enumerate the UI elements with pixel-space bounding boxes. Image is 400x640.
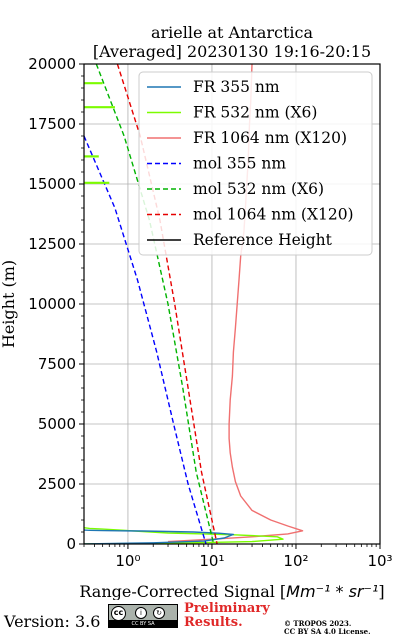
legend-label: Reference Height <box>193 231 333 249</box>
x-tick-label: 10² <box>283 552 308 570</box>
preliminary-line2: Results. <box>184 615 243 630</box>
y-tick-label: 0 <box>66 535 76 553</box>
y-tick-label: 15000 <box>28 175 76 193</box>
x-axis-label-prefix: Range-Corrected Signal [ <box>79 582 286 600</box>
series-line-1 <box>84 527 284 544</box>
cc-license-text: CC BY SA <box>109 620 177 627</box>
lidar-profile-chart: arielle at Antarctica [Averaged] 2023013… <box>0 23 393 600</box>
x-axis-label-suffix: ] <box>378 582 384 600</box>
legend-label: FR 1064 nm (X120) <box>193 129 347 147</box>
preliminary-line1: Preliminary <box>184 601 270 616</box>
legend-label: mol 1064 nm (X120) <box>193 206 354 224</box>
legend-label: mol 355 nm <box>193 155 286 173</box>
x-tick-label: 10³ <box>367 552 392 570</box>
axis-ticks: 10⁰ 10¹ 10² 10³ 0 2500 5000 7500 10000 12500 15000… <box>28 55 392 570</box>
legend-box <box>138 71 373 256</box>
x-tick-label: 10¹ <box>199 552 224 570</box>
series-line-4 <box>95 64 215 544</box>
y-tick-label: 7500 <box>38 355 76 373</box>
tropos-copyright: © TROPOS 2023. CC BY SA 4.0 License. <box>284 620 371 636</box>
series-line-0 <box>84 529 235 544</box>
y-tick-label: 17500 <box>28 115 76 133</box>
cc-license-badge: cc i ↻ CC BY SA <box>108 604 178 628</box>
legend-label: mol 532 nm (X6) <box>193 180 324 198</box>
x-tick-label: 10⁰ <box>115 552 140 570</box>
attribution-icon: i <box>135 607 147 619</box>
y-tick-label: 2500 <box>38 475 76 493</box>
chart-title-line1: arielle at Antarctica <box>151 23 314 42</box>
series-line-3 <box>84 135 207 544</box>
legend-entries: FR 355 nm FR 532 nm (X6) FR 1064 nm (X120)… <box>147 78 354 249</box>
share-alike-icon: ↻ <box>153 607 165 619</box>
legend-label: FR 355 nm <box>193 78 280 96</box>
y-tick-label: 20000 <box>28 55 76 73</box>
tropos-line1: © TROPOS 2023. <box>284 619 352 628</box>
y-tick-label: 10000 <box>28 295 76 313</box>
legend-label: FR 532 nm (X6) <box>193 104 317 122</box>
chart-legend: FR 355 nm FR 532 nm (X6) FR 1064 nm (X120)… <box>138 71 373 256</box>
x-axis-label-math: Mm⁻¹ * sr⁻¹ <box>286 582 378 600</box>
version-label: Version: 3.6 <box>4 612 101 631</box>
tropos-line2: CC BY SA 4.0 License. <box>284 627 371 636</box>
chart-title-line2: [Averaged] 20230130 19:16-20:15 <box>93 42 371 61</box>
y-tick-label: 12500 <box>28 235 76 253</box>
y-tick-label: 5000 <box>38 415 76 433</box>
x-axis-label: Range-Corrected Signal [Mm⁻¹ * sr⁻¹] <box>79 582 384 600</box>
preliminary-notice: Preliminary Results. <box>184 602 270 630</box>
y-axis-label: Height (m) <box>0 260 18 348</box>
cc-logo-icon: cc <box>111 606 126 621</box>
